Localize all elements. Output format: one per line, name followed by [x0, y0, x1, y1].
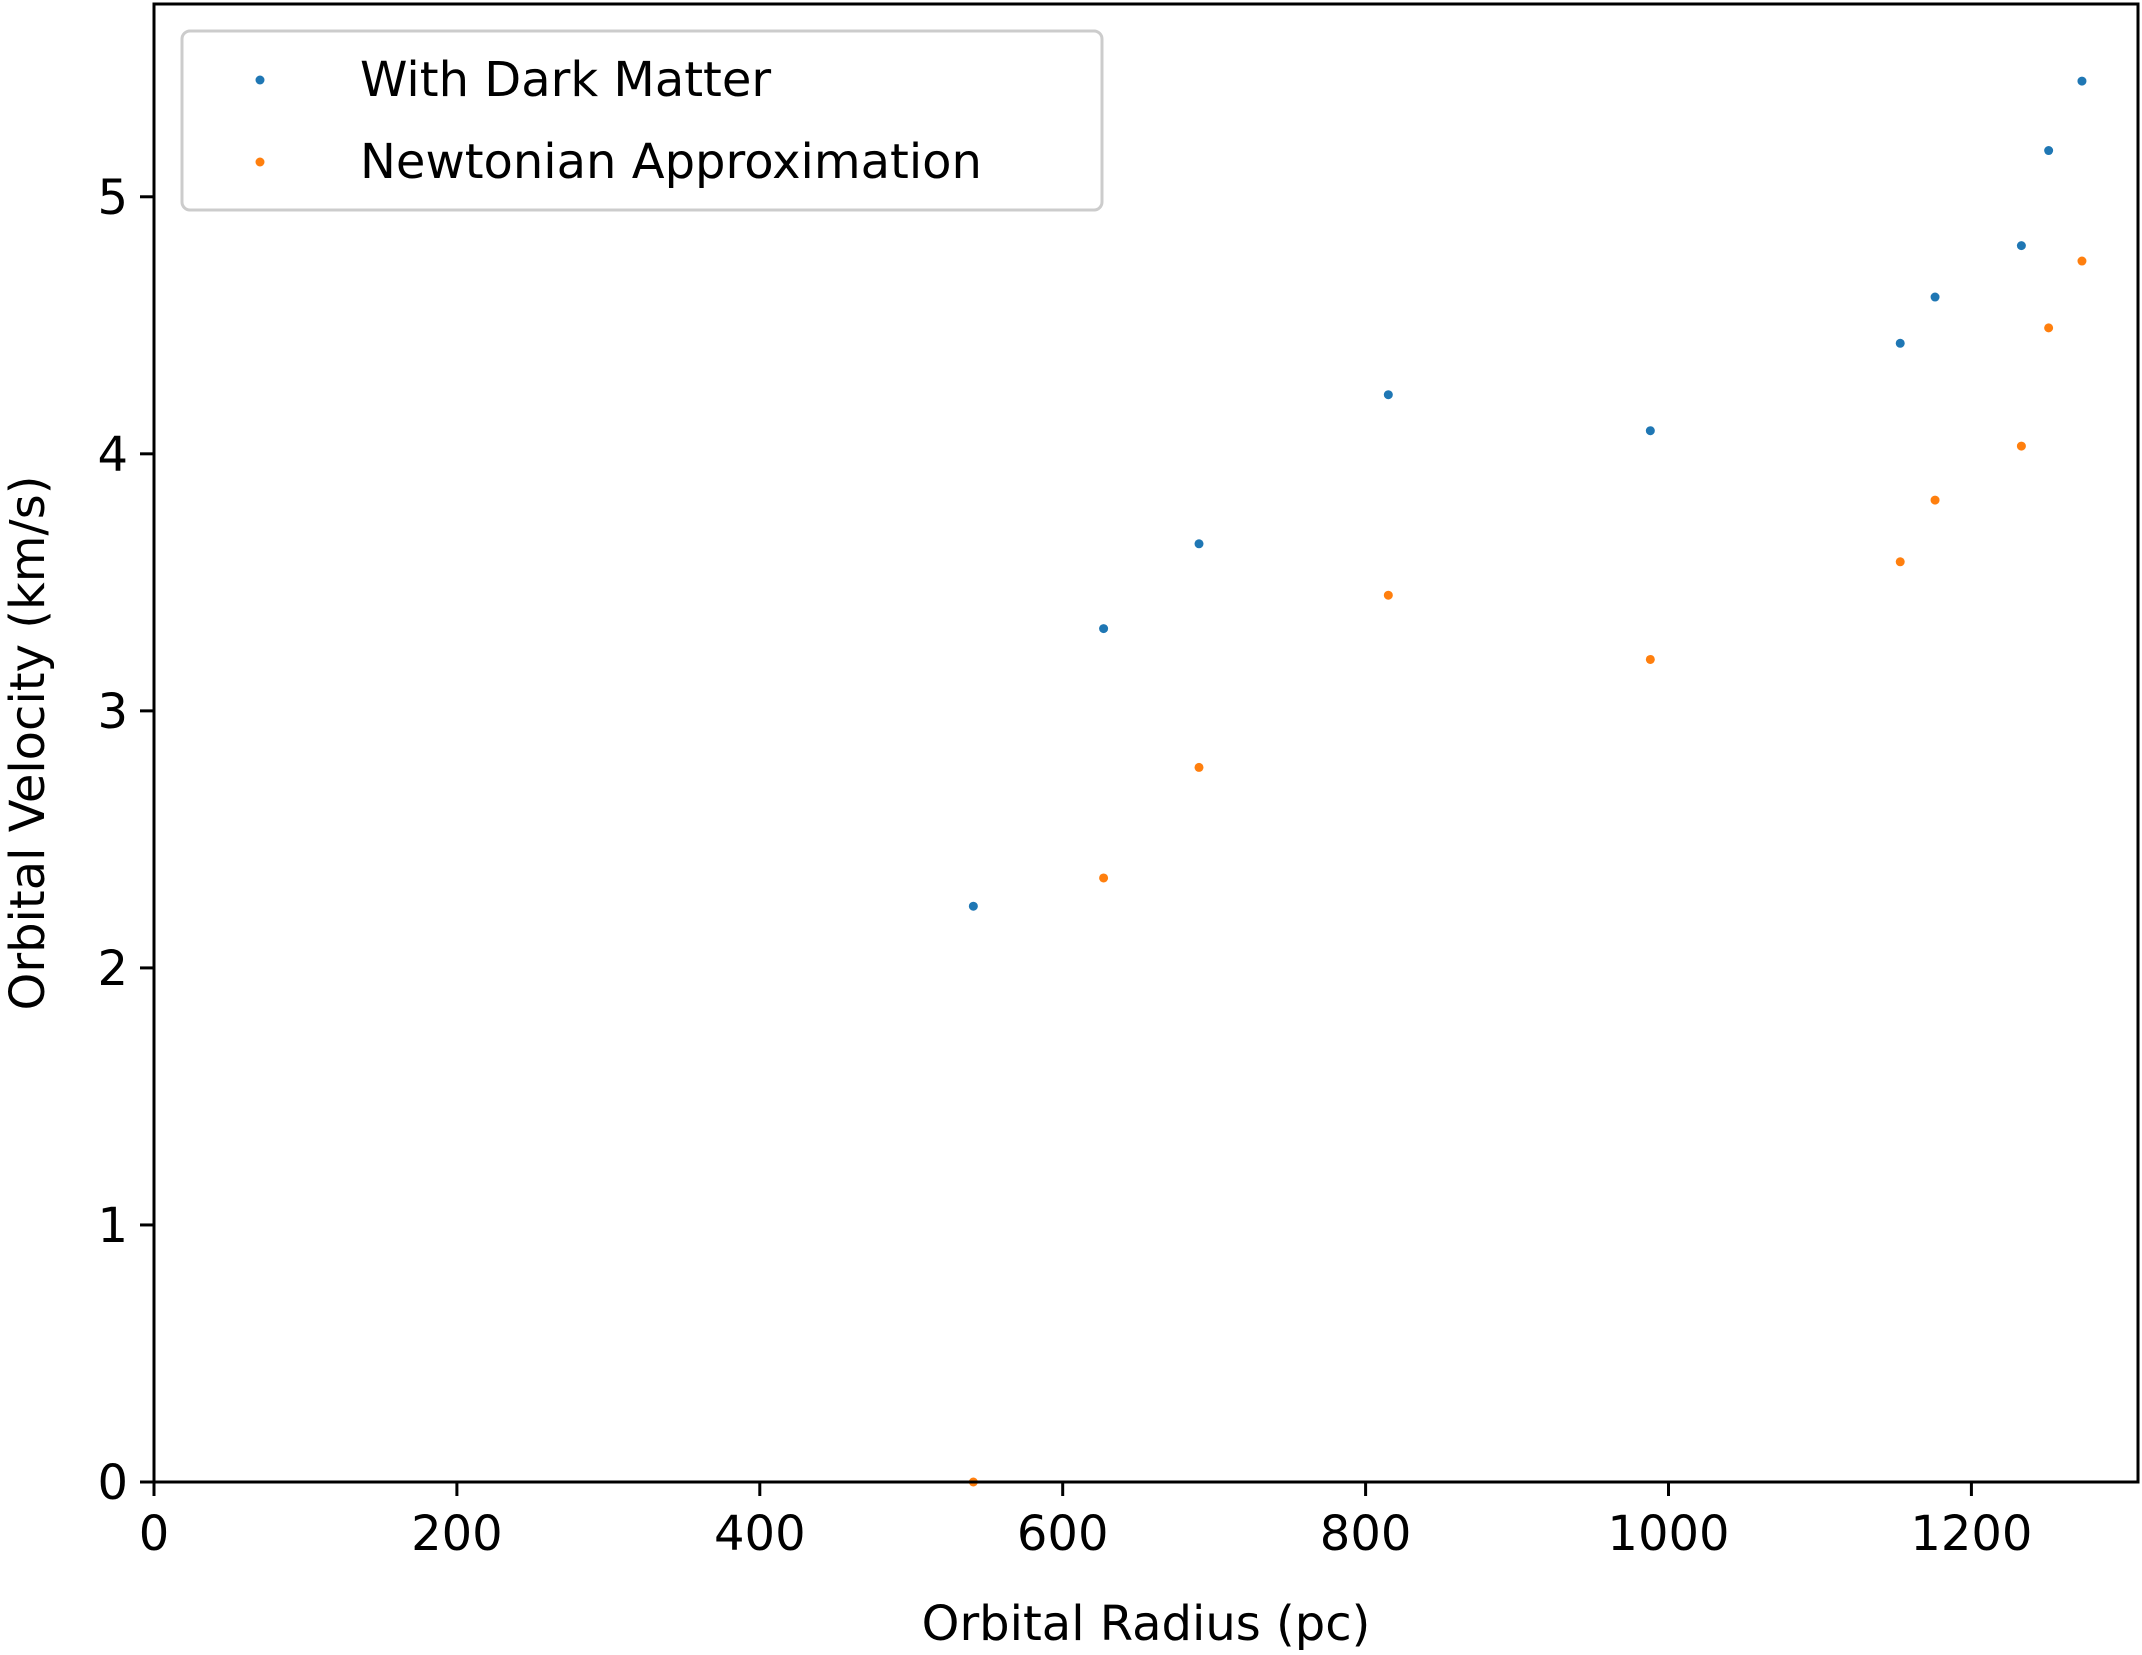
data-point — [1099, 873, 1109, 883]
legend-frame — [180, 29, 1104, 212]
legend-marker-dark-matter — [255, 75, 265, 85]
x-tick-label: 800 — [1320, 1506, 1412, 1562]
x-axis-label: Orbital Radius (pc) — [922, 1596, 1371, 1652]
y-tick-label: 4 — [97, 427, 128, 483]
data-point — [2044, 323, 2054, 333]
data-point — [1099, 624, 1109, 634]
data-point — [2016, 441, 2026, 451]
data-point — [1383, 390, 1393, 400]
data-point — [2077, 256, 2087, 266]
x-tick-label: 600 — [1017, 1506, 1109, 1562]
legend-marker-newtonian — [255, 157, 265, 167]
y-tick-label: 3 — [97, 684, 128, 740]
data-point — [1895, 557, 1905, 567]
data-points — [968, 76, 2087, 1487]
data-point — [1645, 654, 1655, 664]
data-point — [2016, 241, 2026, 251]
y-tick-label: 1 — [97, 1198, 128, 1254]
legend-label-newtonian: Newtonian Approximation — [360, 134, 982, 190]
x-tick-label: 1000 — [1607, 1506, 1729, 1562]
plot-frame — [152, 2, 2140, 1484]
y-tick-label: 5 — [97, 170, 128, 226]
data-point — [1383, 590, 1393, 600]
series-newtonian — [968, 256, 2087, 1487]
y-axis-label: Orbital Velocity (km/s) — [0, 476, 56, 1011]
series-dark-matter — [968, 76, 2087, 911]
legend: With Dark Matter Newtonian Approximation — [180, 29, 1104, 212]
legend-label-dark-matter: With Dark Matter — [360, 52, 771, 108]
data-point — [1194, 762, 1204, 772]
x-tick-label: 200 — [411, 1506, 503, 1562]
data-point — [2044, 146, 2054, 156]
x-axis-ticks: 0 200 400 600 800 1000 1200 — [139, 1482, 2032, 1562]
x-tick-label: 400 — [714, 1506, 806, 1562]
data-point — [1645, 426, 1655, 436]
data-point — [2077, 76, 2087, 86]
x-tick-label: 1200 — [1910, 1506, 2032, 1562]
y-tick-label: 2 — [97, 941, 128, 997]
data-point — [1930, 495, 1940, 505]
y-axis-ticks: 0 1 2 3 4 5 — [97, 170, 154, 1511]
x-tick-label: 0 — [139, 1506, 170, 1562]
y-tick-label: 0 — [97, 1455, 128, 1511]
data-point — [1194, 539, 1204, 549]
data-point — [1930, 292, 1940, 302]
data-point — [968, 901, 978, 911]
data-point — [1895, 338, 1905, 348]
